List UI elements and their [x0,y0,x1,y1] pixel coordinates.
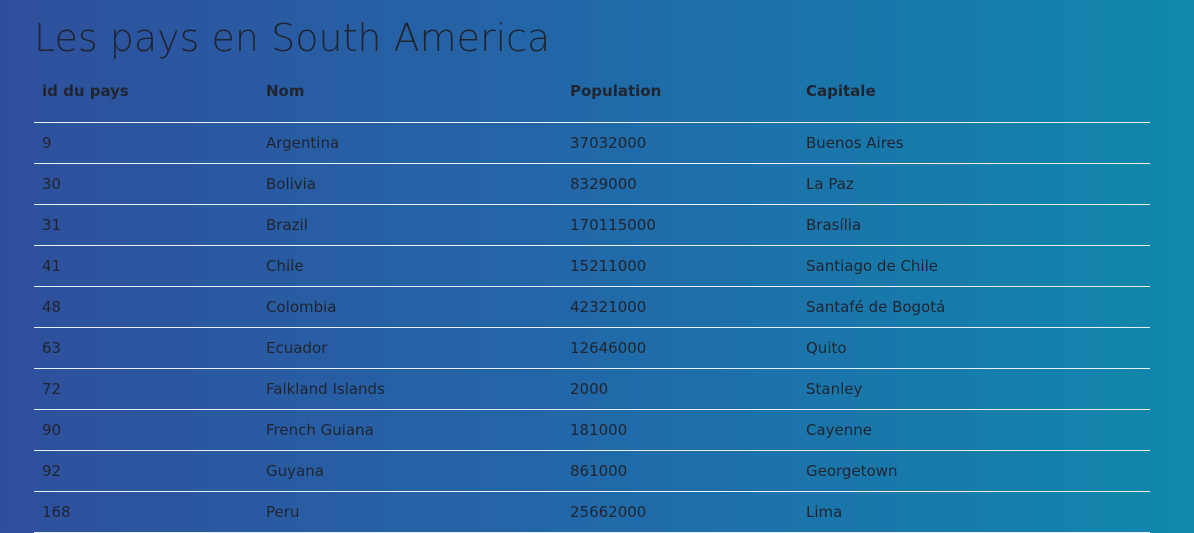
cell-population: 861000 [562,450,798,492]
page-title: Les pays en South America [34,16,551,60]
table-row: 72 Falkland Islands 2000 Stanley [34,368,1150,410]
cell-id: 63 [34,327,258,369]
cell-capital: Lima [798,491,1150,533]
cell-name: Guyana [258,450,562,492]
cell-population: 8329000 [562,163,798,205]
cell-population: 15211000 [562,245,798,287]
cell-name: Bolivia [258,163,562,205]
cell-population: 170115000 [562,204,798,246]
cell-id: 72 [34,368,258,410]
cell-name: Chile [258,245,562,287]
cell-name: Argentina [258,122,562,164]
cell-capital: Santafé de Bogotá [798,286,1150,328]
countries-table: id du pays Nom Population Capitale 9 Arg… [34,76,1150,533]
cell-population: 42321000 [562,286,798,328]
cell-id: 168 [34,491,258,533]
cell-population: 181000 [562,409,798,451]
cell-id: 41 [34,245,258,287]
header-name: Nom [258,76,562,123]
table-row: 92 Guyana 861000 Georgetown [34,450,1150,492]
header-capital-label: Capitale [806,82,876,100]
table-row: 90 French Guiana 181000 Cayenne [34,409,1150,451]
table-row: 30 Bolivia 8329000 La Paz [34,163,1150,205]
cell-capital: Quito [798,327,1150,369]
cell-name: French Guiana [258,409,562,451]
cell-name: Brazil [258,204,562,246]
table-row: 168 Peru 25662000 Lima [34,491,1150,533]
table-row: 63 Ecuador 12646000 Quito [34,327,1150,369]
table-body: 9 Argentina 37032000 Buenos Aires 30 Bol… [34,122,1150,533]
header-population-label: Population [570,82,662,100]
cell-id: 30 [34,163,258,205]
cell-capital: Brasília [798,204,1150,246]
cell-id: 31 [34,204,258,246]
table-header: id du pays Nom Population Capitale [34,76,1150,123]
cell-id: 48 [34,286,258,328]
table-row: 41 Chile 15211000 Santiago de Chile [34,245,1150,287]
table-row: 9 Argentina 37032000 Buenos Aires [34,122,1150,164]
cell-capital: Santiago de Chile [798,245,1150,287]
cell-id: 90 [34,409,258,451]
cell-population: 37032000 [562,122,798,164]
table-row: 48 Colombia 42321000 Santafé de Bogotá [34,286,1150,328]
cell-capital: La Paz [798,163,1150,205]
cell-name: Colombia [258,286,562,328]
header-row: id du pays Nom Population Capitale [34,76,1150,123]
cell-id: 9 [34,122,258,164]
cell-name: Falkland Islands [258,368,562,410]
cell-name: Peru [258,491,562,533]
cell-capital: Buenos Aires [798,122,1150,164]
page-container: Les pays en South America id du pays Nom… [34,0,1150,533]
cell-capital: Stanley [798,368,1150,410]
header-capital: Capitale [798,76,1150,123]
header-id-label: id du pays [42,82,129,100]
cell-id: 92 [34,450,258,492]
cell-capital: Georgetown [798,450,1150,492]
cell-population: 25662000 [562,491,798,533]
header-name-label: Nom [266,82,305,100]
cell-population: 2000 [562,368,798,410]
table-row: 31 Brazil 170115000 Brasília [34,204,1150,246]
header-population: Population [562,76,798,123]
header-id: id du pays [34,76,258,123]
cell-capital: Cayenne [798,409,1150,451]
cell-name: Ecuador [258,327,562,369]
cell-population: 12646000 [562,327,798,369]
